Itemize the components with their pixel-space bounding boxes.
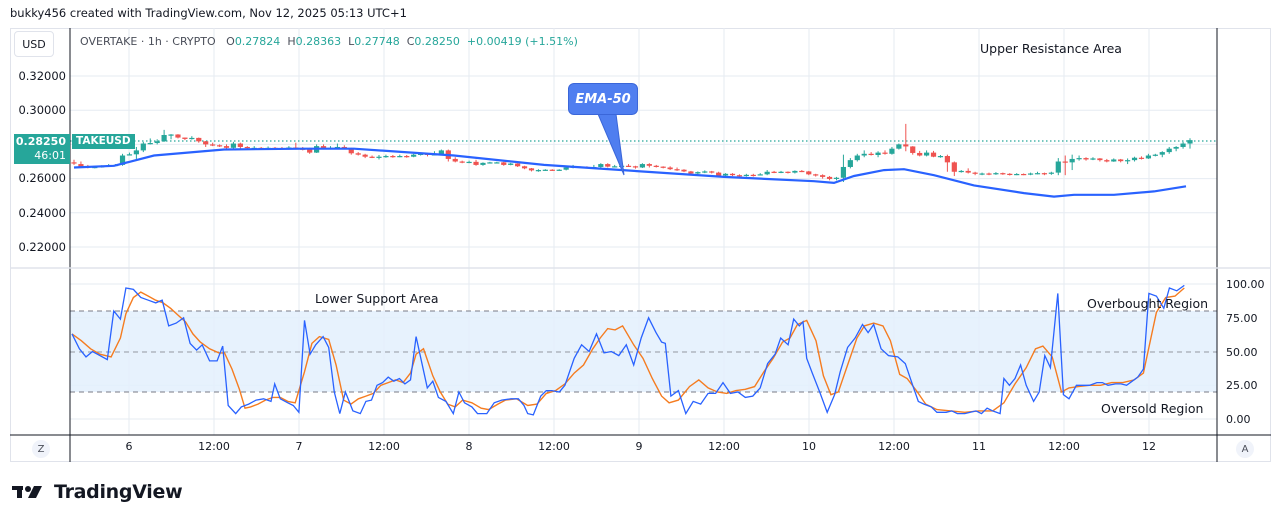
time-tick: 7: [295, 440, 303, 453]
chart-credit: bukky456 created with TradingView.com, N…: [10, 6, 407, 20]
brand-name: TradingView: [54, 481, 183, 503]
high-value: 0.28363: [295, 35, 342, 48]
lower-support-label[interactable]: Lower Support Area: [315, 291, 439, 306]
symbol-info[interactable]: OVERTAKE · 1h · CRYPTO: [80, 35, 216, 48]
tradingview-logo[interactable]: TradingView: [12, 481, 183, 503]
low-label: L: [348, 35, 355, 48]
last-price-value: 0.28250: [15, 135, 66, 148]
price-tick: 0.26000: [18, 171, 66, 185]
time-tick: 11: [972, 440, 986, 453]
close-label: C: [406, 35, 415, 48]
close-value: 0.28250: [414, 35, 460, 48]
low-value: 0.27748: [354, 35, 400, 48]
time-tick: 9: [635, 440, 643, 453]
open-label: O: [226, 35, 235, 48]
time-tick: 12:00: [1048, 440, 1080, 453]
time-tick: 12:00: [198, 440, 230, 453]
time-tick: 12:00: [368, 440, 400, 453]
high-label: H: [287, 35, 296, 48]
bar-countdown: 46:01: [34, 149, 66, 162]
last-price-label: 0.28250 46:01: [14, 134, 70, 164]
currency-button[interactable]: USD: [14, 31, 54, 57]
upper-resistance-label[interactable]: Upper Resistance Area: [980, 41, 1122, 56]
stoch-tick: 75.00: [1226, 312, 1258, 325]
time-tick: 6: [125, 440, 133, 453]
price-tick: 0.30000: [18, 103, 66, 117]
time-tick: 12:00: [708, 440, 740, 453]
stoch-d-line: [71, 287, 1185, 414]
oversold-label[interactable]: Oversold Region: [1101, 401, 1204, 416]
change-value: +0.00419 (+1.51%): [466, 35, 578, 48]
stoch-k-line: [71, 284, 1185, 416]
time-tick: 12:00: [538, 440, 570, 453]
open-value: 0.27824: [234, 35, 281, 48]
zoom-reset-button[interactable]: Z: [32, 440, 50, 458]
ohlc-legend: OVERTAKE · 1h · CRYPTO O0.27824 H0.28363…: [80, 35, 578, 48]
tradingview-logo-icon: [12, 486, 42, 498]
ema-50-callout[interactable]: EMA-50: [568, 83, 638, 115]
time-tick: 8: [465, 440, 473, 453]
time-tick: 10: [802, 440, 816, 453]
price-tick: 0.32000: [18, 69, 66, 83]
symbol-tag: TAKEUSD: [72, 134, 135, 149]
stoch-tick: 50.00: [1226, 346, 1258, 359]
stoch-tick: 100.00: [1226, 278, 1265, 291]
auto-scale-button[interactable]: A: [1236, 440, 1254, 458]
stoch-tick: 25.00: [1226, 379, 1258, 392]
stoch-tick: 0.00: [1226, 413, 1251, 426]
price-tick: 0.24000: [18, 206, 66, 220]
overbought-label[interactable]: Overbought Region: [1087, 296, 1209, 311]
ema-50-line: [73, 147, 1187, 198]
time-tick: 12:00: [878, 440, 910, 453]
candlestick-series: [71, 123, 1193, 183]
price-tick: 0.22000: [18, 240, 66, 254]
time-tick: 12: [1142, 440, 1156, 453]
